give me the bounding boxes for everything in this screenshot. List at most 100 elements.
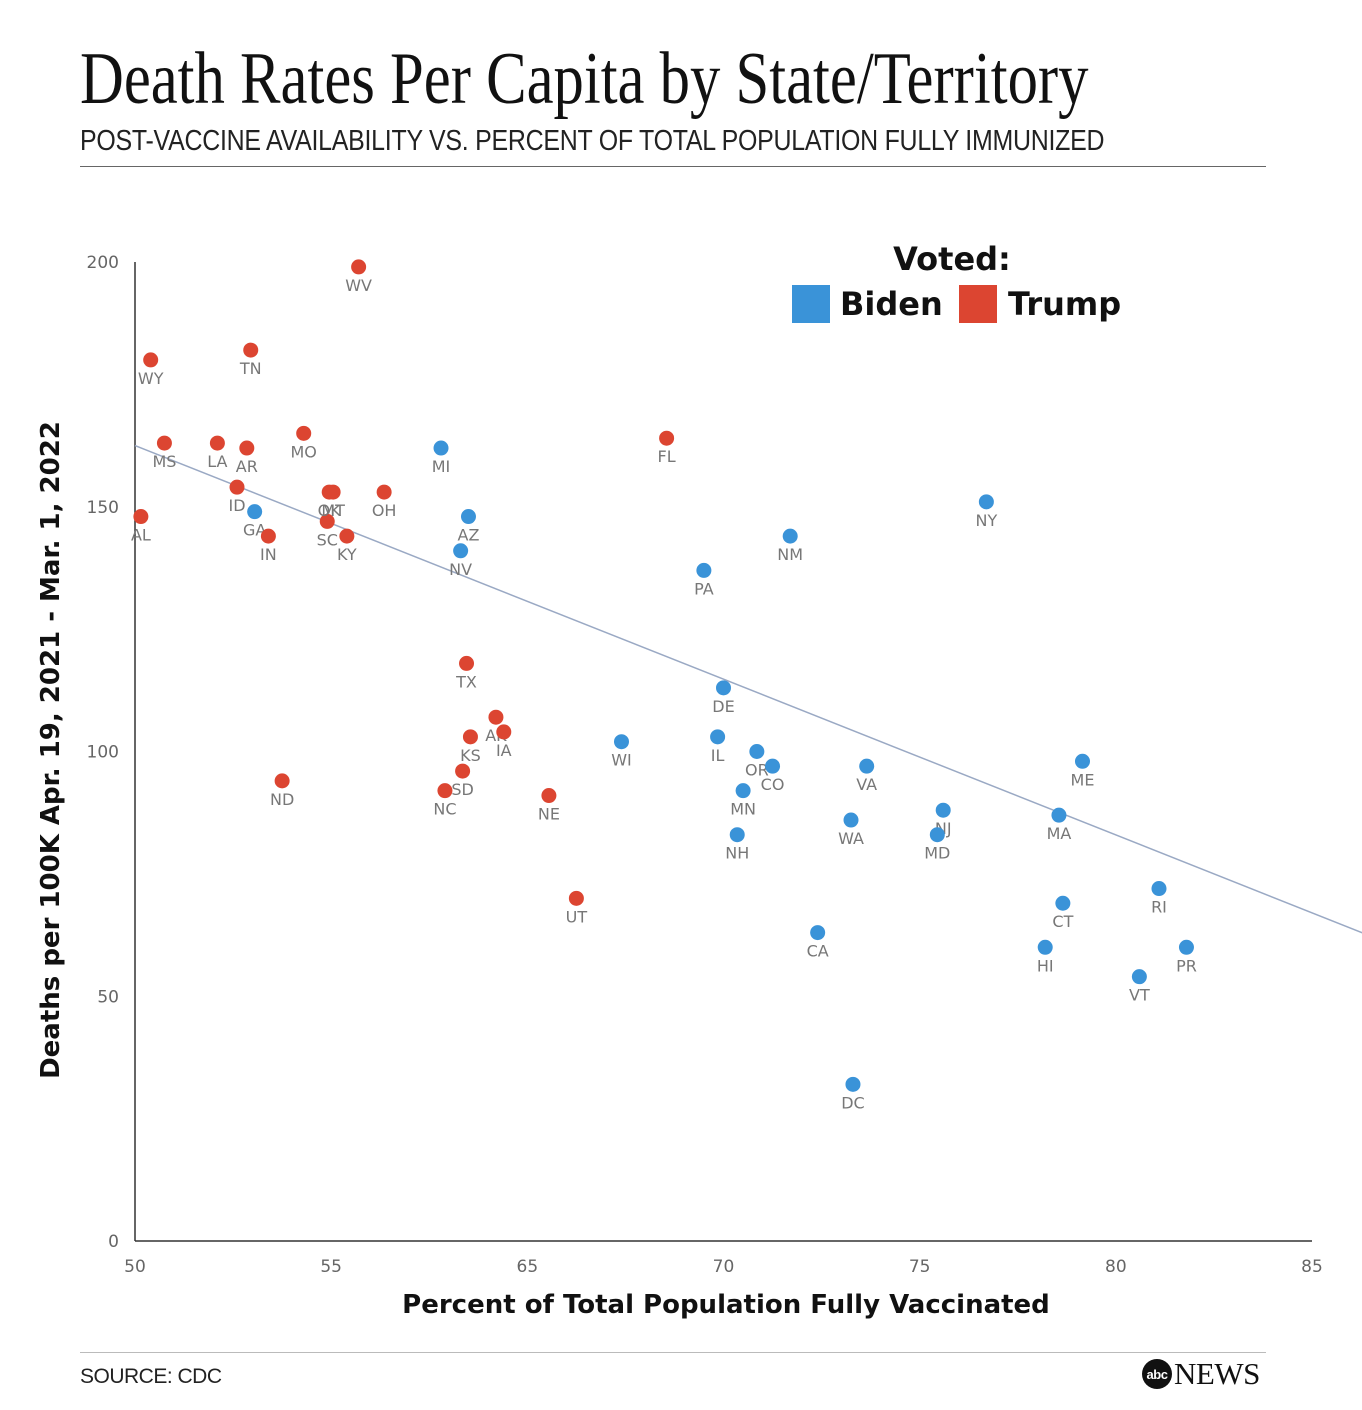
y-tick-label: 100	[87, 743, 119, 763]
point-label: WV	[345, 276, 372, 295]
point-label: FL	[658, 447, 676, 466]
data-point-biden	[978, 494, 994, 510]
data-point-trump	[239, 440, 255, 456]
point-label: AR	[236, 457, 258, 476]
y-axis-label: Deaths per 100K Apr. 19, 2021 - Mar. 1, …	[36, 421, 66, 1079]
data-point-biden	[1131, 969, 1147, 985]
data-point-biden	[782, 528, 798, 544]
data-point-biden	[729, 827, 745, 843]
point-label: ND	[270, 790, 294, 809]
data-point-biden	[1074, 753, 1090, 769]
abc-news-logo: abc NEWS	[1142, 1356, 1260, 1392]
x-tick-label: 65	[517, 1257, 539, 1277]
point-label: MS	[152, 452, 176, 471]
point-label: IL	[711, 746, 725, 765]
point-label: PA	[694, 579, 714, 598]
data-point-trump	[455, 763, 471, 779]
point-label: IA	[496, 741, 512, 760]
y-tick-label: 0	[108, 1232, 119, 1252]
legend-swatch-biden	[792, 285, 830, 323]
point-label: MI	[432, 457, 451, 476]
point-label: NM	[777, 545, 803, 564]
data-point-trump	[659, 430, 675, 446]
x-axis-label: Percent of Total Population Fully Vaccin…	[402, 1290, 1050, 1320]
point-label: KS	[460, 746, 481, 765]
x-tick-label: 80	[1105, 1257, 1127, 1277]
point-label: OR	[745, 761, 769, 780]
point-label: KY	[337, 545, 357, 564]
footer-divider	[80, 1352, 1266, 1353]
point-label: SD	[451, 780, 473, 799]
point-label: WA	[838, 829, 864, 848]
x-tick-label: 55	[320, 1257, 342, 1277]
legend-title: Voted:	[893, 240, 1011, 278]
data-point-trump	[319, 513, 335, 529]
point-label: WI	[611, 751, 632, 770]
data-point-biden	[929, 827, 945, 843]
data-point-trump	[143, 352, 159, 368]
data-point-biden	[765, 758, 781, 774]
point-label: TX	[455, 672, 477, 691]
abc-logo-icon: abc	[1142, 1359, 1172, 1389]
point-label: NV	[449, 560, 472, 579]
data-point-trump	[496, 724, 512, 740]
point-label: NE	[538, 805, 560, 824]
data-point-trump	[260, 528, 276, 544]
data-point-trump	[156, 435, 172, 451]
data-point-biden	[1178, 939, 1194, 955]
data-point-trump	[459, 655, 475, 671]
y-tick-label: 150	[87, 498, 119, 518]
point-label: OH	[372, 501, 397, 520]
x-tick-label: 85	[1301, 1257, 1323, 1277]
news-wordmark: NEWS	[1174, 1356, 1260, 1391]
data-point-biden	[696, 562, 712, 578]
point-label: DE	[712, 697, 734, 716]
data-point-trump	[339, 528, 355, 544]
chart-subtitle: POST-VACCINE AVAILABILITY VS. PERCENT OF…	[80, 125, 1105, 157]
point-label: AL	[131, 526, 151, 545]
point-label: NC	[433, 800, 456, 819]
point-label: IN	[260, 545, 277, 564]
y-tick-label: 200	[87, 253, 119, 273]
trend-line-group	[134, 444, 1362, 934]
point-label: CA	[807, 942, 829, 961]
point-label: AZ	[458, 526, 480, 545]
data-point-trump	[376, 484, 392, 500]
data-point-trump	[541, 788, 557, 804]
point-label: CT	[1052, 912, 1073, 931]
point-label: MO	[291, 442, 317, 461]
point-label: ME	[1071, 770, 1095, 789]
data-point-trump	[229, 479, 245, 495]
point-label: UT	[566, 907, 588, 926]
data-point-trump	[274, 773, 290, 789]
point-label: MA	[1047, 824, 1072, 843]
point-label: VT	[1129, 986, 1150, 1005]
data-point-biden	[1151, 881, 1167, 897]
point-label: RI	[1151, 898, 1167, 917]
point-label: MN	[730, 800, 756, 819]
data-point-trump	[568, 890, 584, 906]
point-label: HI	[1037, 956, 1054, 975]
point-label: NH	[725, 844, 749, 863]
data-point-biden	[845, 1076, 861, 1092]
point-label: OK	[318, 501, 342, 520]
data-point-trump	[243, 342, 259, 358]
data-point-biden	[810, 925, 826, 941]
y-tick-label: 50	[97, 987, 119, 1007]
data-point-biden	[716, 680, 731, 696]
data-point-biden	[749, 744, 765, 759]
point-label: MD	[924, 844, 950, 863]
data-point-biden	[247, 504, 263, 520]
legend-swatch-trump	[959, 285, 997, 323]
legend-label-biden: Biden	[840, 285, 943, 323]
x-tick-label: 75	[909, 1257, 931, 1277]
axes	[134, 262, 1312, 1242]
data-point-biden	[433, 440, 449, 456]
data-point-trump	[462, 729, 478, 745]
point-label: NY	[975, 511, 997, 530]
header-divider	[80, 166, 1266, 167]
data-point-biden	[935, 802, 951, 818]
point-label: GA	[243, 521, 266, 540]
point-label: PR	[1176, 956, 1197, 975]
chart-title: Death Rates Per Capita by State/Territor…	[80, 38, 1089, 120]
